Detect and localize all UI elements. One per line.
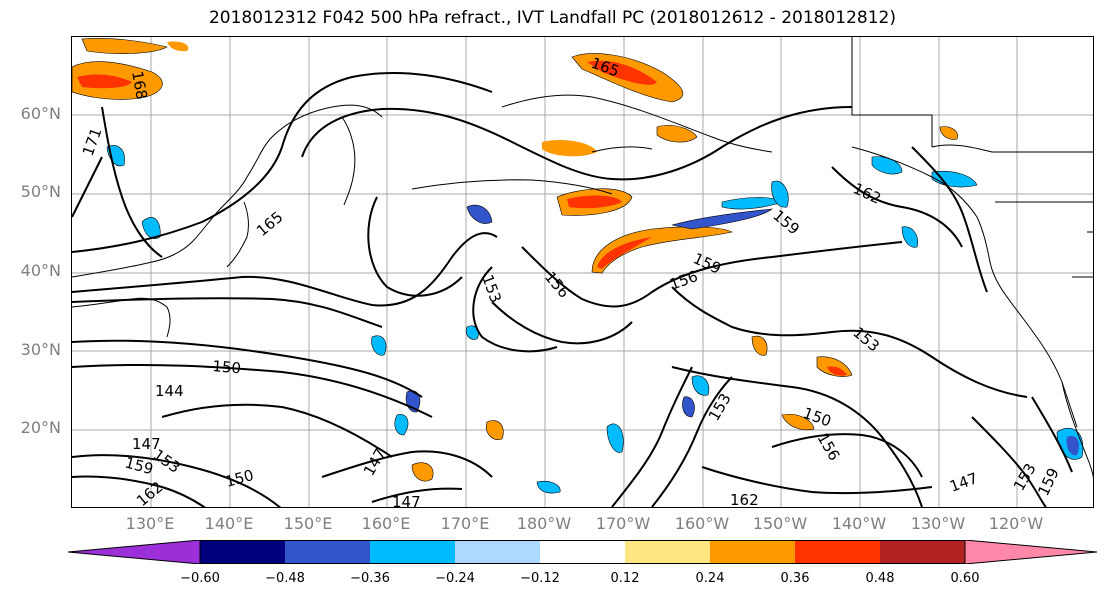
lon-label-160e: 160°E bbox=[361, 514, 411, 533]
lon-label-130w: 130°W bbox=[910, 514, 966, 533]
contour-label: 147 bbox=[392, 493, 421, 508]
contour-label: 162 bbox=[730, 491, 759, 508]
colorbar bbox=[68, 540, 1098, 564]
contour-label: 150 bbox=[212, 357, 242, 377]
colorbar-tick: 0.36 bbox=[780, 571, 810, 586]
lon-label-170w: 170°W bbox=[595, 514, 651, 533]
contour-label: 153 bbox=[705, 390, 735, 424]
colorbar-bin bbox=[455, 540, 540, 564]
lon-label-120w: 120°W bbox=[988, 514, 1044, 533]
contour-label: 159 bbox=[769, 206, 803, 238]
colorbar-tick: −0.36 bbox=[350, 571, 390, 586]
lon-label-140w: 140°W bbox=[831, 514, 887, 533]
colorbar-high-extend bbox=[964, 540, 1098, 564]
colorbar-tick: 0.12 bbox=[610, 571, 640, 586]
colorbar-bin bbox=[625, 540, 710, 564]
contour-label: 147 bbox=[360, 445, 390, 479]
contour-label: 147 bbox=[132, 435, 161, 453]
contour-label: 156 bbox=[667, 267, 700, 294]
colorbar-bin bbox=[795, 540, 880, 564]
colorbar-bin bbox=[370, 540, 455, 564]
contour-label: 153 bbox=[478, 272, 505, 305]
colorbar-tick: −0.60 bbox=[180, 571, 220, 586]
map-panel: 168 171 165 153 156 159 156 150 144 147 … bbox=[71, 36, 1094, 508]
colorbar-bin bbox=[285, 540, 370, 564]
lon-label-180w: 180°W bbox=[516, 514, 572, 533]
contour-label: 168 bbox=[128, 70, 151, 101]
gridlines bbox=[72, 37, 1093, 507]
lat-label-40n: 40°N bbox=[20, 261, 61, 280]
colorbar-bin bbox=[200, 540, 285, 564]
lon-label-130e: 130°E bbox=[125, 514, 175, 533]
lon-label-170e: 170°E bbox=[440, 514, 490, 533]
lon-label-160w: 160°W bbox=[674, 514, 730, 533]
lon-label-150w: 150°W bbox=[752, 514, 808, 533]
contour-label: 144 bbox=[155, 382, 184, 400]
contour-label: 147 bbox=[947, 469, 980, 496]
lat-label-30n: 30°N bbox=[20, 340, 61, 359]
map-canvas: 168 171 165 153 156 159 156 150 144 147 … bbox=[72, 37, 1093, 508]
colorbar-low-extend bbox=[68, 540, 201, 564]
colorbar-tick: 0.60 bbox=[950, 571, 980, 586]
lat-label-60n: 60°N bbox=[20, 104, 61, 123]
anomaly-shading bbox=[72, 38, 1084, 494]
lon-label-140e: 140°E bbox=[204, 514, 254, 533]
colorbar-bin bbox=[880, 540, 965, 564]
contour-label: 162 bbox=[850, 179, 884, 207]
contour-label: 165 bbox=[253, 208, 287, 240]
contour-label: 150 bbox=[223, 466, 255, 491]
contour-labels: 168 171 165 153 156 159 156 150 144 147 … bbox=[79, 54, 1063, 508]
colorbar-tick: −0.24 bbox=[435, 571, 475, 586]
coastlines bbox=[72, 37, 1093, 479]
colorbar-bin bbox=[540, 540, 625, 564]
colorbar-tick: −0.48 bbox=[265, 571, 305, 586]
colorbar-tick: −0.12 bbox=[520, 571, 560, 586]
colorbar-frame bbox=[199, 540, 966, 564]
colorbar-tick: 0.24 bbox=[695, 571, 725, 586]
map-title: 2018012312 F042 500 hPa refract., IVT La… bbox=[208, 8, 896, 28]
height-contours bbox=[72, 72, 1073, 507]
lat-label-20n: 20°N bbox=[20, 418, 61, 437]
lat-label-50n: 50°N bbox=[20, 182, 61, 201]
contour-label: 171 bbox=[79, 125, 106, 158]
colorbar-tick: 0.48 bbox=[865, 571, 895, 586]
contour-label: 159 bbox=[123, 453, 155, 478]
lon-label-150e: 150°E bbox=[283, 514, 333, 533]
colorbar-bin bbox=[710, 540, 795, 564]
